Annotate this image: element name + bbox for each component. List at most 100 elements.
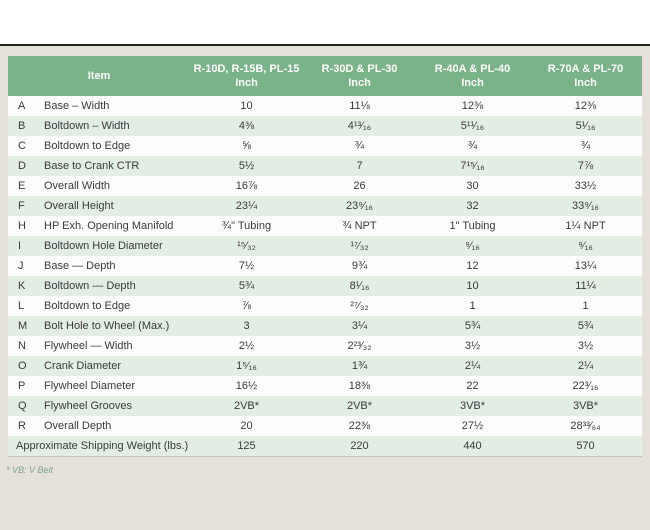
table-cell: ¾ xyxy=(580,140,591,152)
row-key: F xyxy=(18,200,25,212)
row-item-label: Overall Depth xyxy=(44,420,112,432)
table-cell: 20 xyxy=(240,420,253,432)
column-header-label: R-30D & PL-30 xyxy=(321,62,398,75)
table-cell: 22⅜ xyxy=(348,420,371,432)
row-key: M xyxy=(18,320,28,332)
table-cell: 11¼ xyxy=(575,280,596,292)
table-cell: 12 xyxy=(466,260,479,272)
table-cell: 3½ xyxy=(577,340,594,352)
table-cell: 1" Tubing xyxy=(449,220,496,232)
row-item-label: Boltdown to Edge xyxy=(44,140,131,152)
table-cell: ¹⁵⁄₃₂ xyxy=(237,240,256,252)
row-key: N xyxy=(18,340,26,352)
column-header: R-40A & PL-40 Inch xyxy=(416,56,529,96)
table-cell: ⁹⁄₁₆ xyxy=(578,240,593,252)
row-item-label: Base – Width xyxy=(44,100,110,112)
table-cell: 10 xyxy=(466,280,479,292)
item-cell: E Overall Width xyxy=(8,180,190,192)
table-row: E Overall Width 16⅞ 26 30 33½ xyxy=(8,176,642,196)
table-cell: 5¾ xyxy=(238,280,255,292)
table-cell: 1 xyxy=(469,300,476,312)
item-header-label: Item xyxy=(87,69,111,82)
table-cell: 5½ xyxy=(238,160,255,172)
table-row: C Boltdown to Edge ⅝ ¾ ¾ ¾ xyxy=(8,136,642,156)
row-item-label: Boltdown — Depth xyxy=(44,280,136,292)
table-cell: 3VB* xyxy=(572,400,599,412)
table-cell: 26 xyxy=(353,180,366,192)
table-cell: 4¹³⁄₁₆ xyxy=(347,120,372,132)
item-cell: C Boltdown to Edge xyxy=(8,140,190,152)
table-cell: 220 xyxy=(350,440,369,452)
table-cell: 33⁹⁄₁₆ xyxy=(572,200,599,212)
row-item-label: Bolt Hole to Wheel (Max.) xyxy=(44,320,170,332)
row-key: J xyxy=(18,260,24,272)
divider-rule xyxy=(0,44,650,46)
table-cell: 440 xyxy=(463,440,482,452)
row-key: D xyxy=(18,160,26,172)
row-key: H xyxy=(18,220,26,232)
table-cell: 28³³⁄₆₄ xyxy=(570,420,601,432)
table-cell: 2VB* xyxy=(233,400,260,412)
row-item-label: Boltdown Hole Diameter xyxy=(44,240,163,252)
table-cell: ⅞ xyxy=(241,300,252,312)
table-cell: 7⅞ xyxy=(577,160,594,172)
row-key: I xyxy=(18,240,22,252)
table-row: N Flywheel — Width 2½ 2²³⁄₃₂ 3½ 3½ xyxy=(8,336,642,356)
table-row: P Flywheel Diameter 16½ 18⅜ 22 22³⁄₁₆ xyxy=(8,376,642,396)
row-item-label: Boltdown – Width xyxy=(44,120,130,132)
row-item-label: Base to Crank CTR xyxy=(44,160,140,172)
row-item-label: Boltdown to Edge xyxy=(44,300,131,312)
row-key: B xyxy=(18,120,26,132)
item-cell: H HP Exh. Opening Manifold xyxy=(8,220,190,232)
table-cell: 10 xyxy=(240,100,253,112)
row-key: O xyxy=(18,360,27,372)
table-cell: 18⅜ xyxy=(348,380,371,392)
table-row: H HP Exh. Opening Manifold ¾" Tubing ¾ NPT 1… xyxy=(8,216,642,236)
row-key: E xyxy=(18,180,26,192)
table-cell: 3½ xyxy=(464,340,481,352)
item-cell: N Flywheel — Width xyxy=(8,340,190,352)
item-cell: D Base to Crank CTR xyxy=(8,160,190,172)
row-item-label: Flywheel Diameter xyxy=(44,380,136,392)
table-cell: 1 xyxy=(582,300,589,312)
column-header-unit: Inch xyxy=(574,77,597,89)
table-cell: 2½ xyxy=(238,340,255,352)
row-key: K xyxy=(18,280,26,292)
row-key: R xyxy=(18,420,26,432)
table-cell: 23⁹⁄₁₆ xyxy=(346,200,373,212)
item-cell: J Base — Depth xyxy=(8,260,190,272)
table-cell: 23¼ xyxy=(235,200,258,212)
table-cell: ¹⁷⁄₃₂ xyxy=(350,240,369,252)
item-cell: A Base – Width xyxy=(8,100,190,112)
table-cell: ⁹⁄₁₆ xyxy=(465,240,480,252)
table-cell: 5¾ xyxy=(464,320,481,332)
table-row: Approximate Shipping Weight (lbs.) 125 220… xyxy=(8,436,642,456)
column-header: R-70A & PL-70 Inch xyxy=(529,56,642,96)
table-row: M Bolt Hole to Wheel (Max.) 3 3¼ 5¾ 5¾ xyxy=(8,316,642,336)
table-cell: ¾ xyxy=(354,140,365,152)
column-header-item: Item xyxy=(8,56,190,96)
table-cell: 2¼ xyxy=(577,360,594,372)
column-header-unit: Inch xyxy=(235,77,258,89)
table-cell: 32 xyxy=(466,200,479,212)
item-cell: L Boltdown to Edge xyxy=(8,300,190,312)
table-cell: 13¼ xyxy=(574,260,597,272)
table-cell: 3¼ xyxy=(351,320,368,332)
item-cell: M Bolt Hole to Wheel (Max.) xyxy=(8,320,190,332)
item-cell: O Crank Diameter xyxy=(8,360,190,372)
table-cell: 30 xyxy=(466,180,479,192)
spec-panel: Item R-10D, R-15B, PL-15 Inch R-30D & PL-3… xyxy=(0,46,650,530)
table-cell: 8¹⁄₁₆ xyxy=(349,280,370,292)
row-item-label: Flywheel Grooves xyxy=(44,400,133,412)
column-header-label: R-40A & PL-40 xyxy=(434,62,511,75)
table-row: Q Flywheel Grooves 2VB* 2VB* 3VB* 3VB* xyxy=(8,396,642,416)
table-cell: 125 xyxy=(237,440,256,452)
table-cell: 11⅛ xyxy=(349,100,370,112)
table-cell: 7½ xyxy=(238,260,255,272)
table-row: O Crank Diameter 1⁵⁄₁₆ 1¾ 2¼ 2¼ xyxy=(8,356,642,376)
table-cell: 2²³⁄₃₂ xyxy=(347,340,372,352)
item-cell: R Overall Depth xyxy=(8,420,190,432)
table-cell: 16½ xyxy=(235,380,258,392)
row-key: L xyxy=(18,300,25,312)
